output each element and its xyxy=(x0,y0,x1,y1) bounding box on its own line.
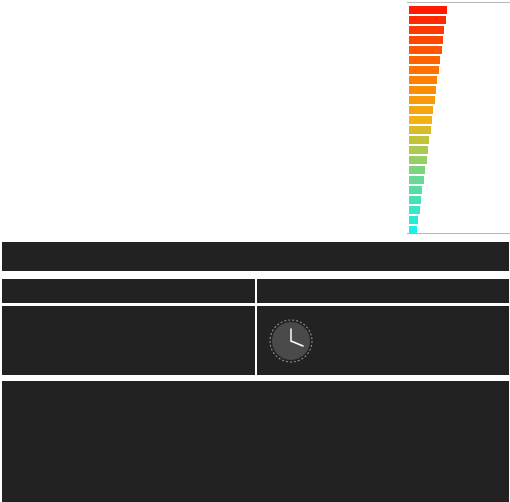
gradient-bar xyxy=(409,146,428,154)
gradient-bar xyxy=(409,46,442,54)
gradient-bar xyxy=(409,116,432,124)
toolbar-panel xyxy=(2,242,509,271)
gradient-bar xyxy=(409,216,418,224)
gradient-bar xyxy=(409,6,447,14)
gradient-bar xyxy=(409,176,424,184)
gradient-bar xyxy=(409,26,444,34)
right-column-body xyxy=(257,306,509,375)
gradient-bar xyxy=(409,206,420,214)
gradient-bar-stack xyxy=(407,2,510,234)
gradient-bar xyxy=(409,166,425,174)
clock-icon[interactable] xyxy=(269,319,313,363)
gradient-bar xyxy=(409,156,427,164)
footer-panel xyxy=(2,381,509,502)
gradient-bar xyxy=(409,86,436,94)
gradient-bar xyxy=(409,226,417,234)
gradient-bar xyxy=(409,196,421,204)
gradient-bar xyxy=(409,36,443,44)
gradient-bar xyxy=(409,56,440,64)
gradient-bar xyxy=(409,16,446,24)
gradient-bar xyxy=(409,96,435,104)
gradient-bar xyxy=(409,76,437,84)
gradient-bar xyxy=(409,66,439,74)
left-column-body xyxy=(2,306,255,375)
gradient-bar xyxy=(409,136,429,144)
right-column-header xyxy=(257,279,509,303)
gradient-bar xyxy=(409,186,422,194)
gradient-bar xyxy=(409,126,431,134)
gradient-bar xyxy=(409,106,433,114)
left-column-header xyxy=(2,279,255,303)
